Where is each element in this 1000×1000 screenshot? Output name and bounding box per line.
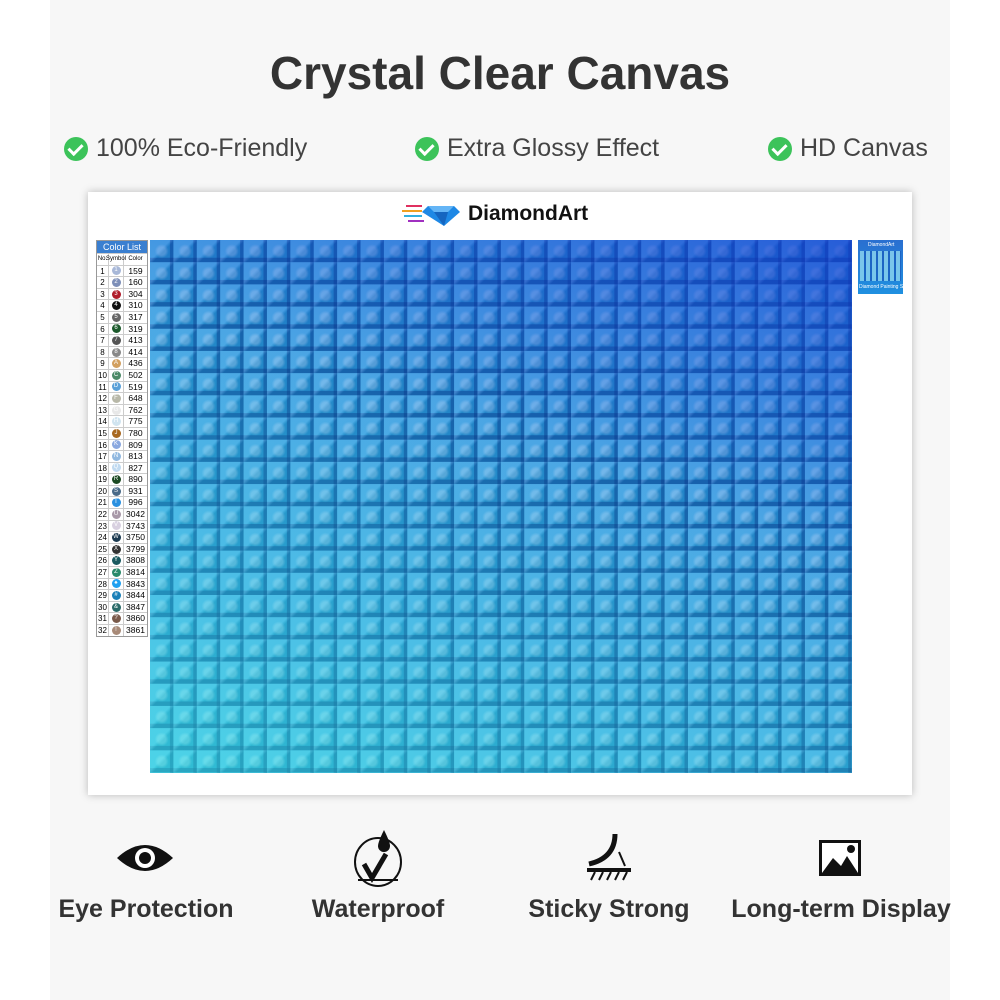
eye-icon xyxy=(115,832,175,884)
color-list-row: 24 W 3750 xyxy=(97,531,147,543)
color-list-row: 19 R 890 xyxy=(97,473,147,485)
color-list-row: 21 T 996 xyxy=(97,496,147,509)
color-list-row: 2 2 160 xyxy=(97,276,147,288)
color-list-title: Color List xyxy=(97,241,147,253)
color-swatch: 6 xyxy=(111,324,121,334)
check-icon xyxy=(415,136,439,161)
color-list-table: Color List No. Symbol Color 1 1 159 2 2 160 3 3 30… xyxy=(96,240,148,637)
color-list-row: 13 G 762 xyxy=(97,403,147,416)
color-list-row: 11 D 519 xyxy=(97,380,147,393)
label-sticky-strong: Sticky Strong xyxy=(528,895,690,923)
color-swatch: T xyxy=(111,498,121,508)
color-list-row: 18 Q 827 xyxy=(97,461,147,474)
color-swatch: F xyxy=(111,393,121,403)
color-swatch: 8 xyxy=(111,347,121,357)
color-list-row: 20 S 931 xyxy=(97,484,147,497)
color-swatch: Z xyxy=(111,567,121,577)
color-list-row: 25 X 3799 xyxy=(97,542,147,555)
color-list-row: 12 F 648 xyxy=(97,392,147,404)
color-list-row: 5 5 317 xyxy=(97,310,147,323)
color-swatch: 2 xyxy=(111,277,121,287)
color-swatch: C xyxy=(111,370,121,380)
feature-glossy: Extra Glossy Effect xyxy=(415,134,659,163)
color-swatch: X xyxy=(111,544,121,554)
label-long-term-display: Long-term Display xyxy=(731,895,951,923)
color-swatch: D xyxy=(111,382,121,392)
color-swatch: K xyxy=(111,440,121,450)
color-list-row: 1 1 159 xyxy=(97,264,147,277)
color-swatch: 7 xyxy=(111,335,121,345)
color-swatch: 5 xyxy=(111,312,121,322)
color-list-row: 30 & 3847 xyxy=(97,600,147,613)
color-list-header: No. Symbol Color xyxy=(97,253,147,265)
color-list-row: 8 8 414 xyxy=(97,345,147,358)
color-swatch: J xyxy=(111,428,121,438)
color-list-row: 22 U 3042 xyxy=(97,508,147,520)
color-list-row: 28 ♠ 3843 xyxy=(97,577,147,590)
color-list-row: 4 4 310 xyxy=(97,299,147,311)
canvas-gradient-overlay xyxy=(150,240,852,773)
adhesive-peel-icon xyxy=(580,832,640,884)
color-list-row: 3 3 304 xyxy=(97,287,147,300)
color-swatch: U xyxy=(111,509,121,519)
color-swatch: G xyxy=(111,405,121,415)
color-list-row: 31? 3860 xyxy=(97,612,147,624)
thumbnail-preview: DiamondArt Diamond Painting Set xyxy=(858,240,903,294)
color-swatch: # xyxy=(111,591,121,601)
color-list-row: 16 K 809 xyxy=(97,438,147,451)
label-eye-protection: Eye Protection xyxy=(58,895,234,923)
color-list-row: 23 V 3743 xyxy=(97,519,147,532)
color-list-row: 9 A 436 xyxy=(97,357,147,369)
color-list-row: 26 Y 3808 xyxy=(97,554,147,567)
color-list-row: 10 C 502 xyxy=(97,368,147,381)
color-swatch: H xyxy=(111,417,121,427)
color-swatch: A xyxy=(111,359,121,369)
thumbnail-grid xyxy=(860,251,901,281)
color-list-row: 17 N 813 xyxy=(97,450,147,462)
color-swatch: ? xyxy=(111,614,121,624)
color-swatch: 1 xyxy=(111,266,121,276)
color-list-row: 32! 3861 xyxy=(97,624,147,636)
color-list-row: 7 7 413 xyxy=(97,334,147,346)
diamond-logo-icon xyxy=(402,205,460,226)
feature-eco: 100% Eco-Friendly xyxy=(64,134,307,163)
image-icon xyxy=(810,832,870,884)
color-list-row: 29 #3844 xyxy=(97,589,147,601)
color-list-row: 14 H 775 xyxy=(97,415,147,427)
feature-hd: HD Canvas xyxy=(768,134,928,163)
color-list-row: 15 J 780 xyxy=(97,426,147,439)
color-list-row: 27 Z 3814 xyxy=(97,566,147,578)
color-swatch: S xyxy=(111,486,121,496)
color-swatch: & xyxy=(111,602,121,612)
color-swatch: N xyxy=(111,451,121,461)
color-list-row: 6 6 319 xyxy=(97,322,147,335)
color-swatch: ♠ xyxy=(111,579,121,589)
color-swatch: R xyxy=(111,475,121,485)
color-swatch: V xyxy=(111,521,121,531)
color-swatch: ! xyxy=(111,625,121,635)
color-swatch: Y xyxy=(111,556,121,566)
brand-logo: DiamondArt xyxy=(402,202,588,226)
color-swatch: Q xyxy=(111,463,121,473)
check-icon xyxy=(768,136,792,161)
label-waterproof: Waterproof xyxy=(311,895,445,923)
water-drop-check-icon xyxy=(348,830,408,887)
color-swatch: W xyxy=(111,533,121,543)
check-icon xyxy=(64,136,88,161)
color-swatch: 3 xyxy=(111,289,121,299)
color-swatch: 4 xyxy=(111,301,121,311)
page-title: Crystal Clear Canvas xyxy=(269,47,731,99)
